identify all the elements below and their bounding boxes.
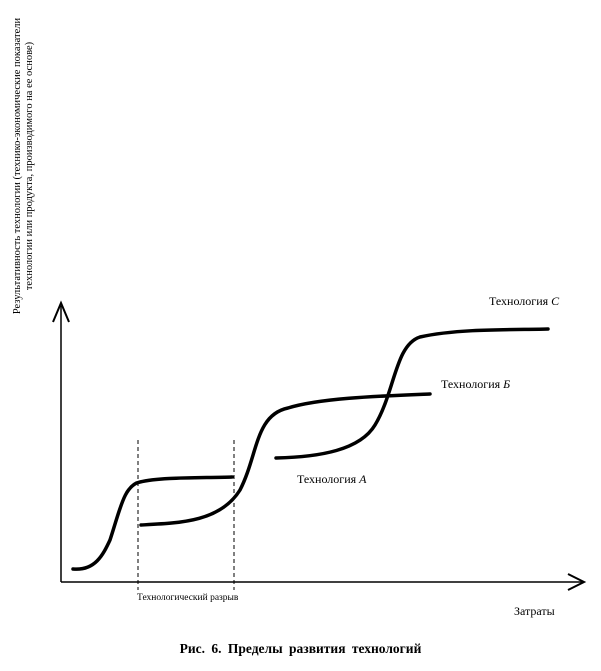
figure-caption: Рис. 6. Пределы развития технологий [179,641,422,656]
y-axis-arrow [52,300,70,323]
technology-b-label: Технология Б [441,377,510,392]
y-axis-label-wrap: Результативность технологии (технико-эко… [12,16,46,316]
technology-c-label-prefix: Технология [489,294,549,308]
technology-b-label-prefix: Технология [441,377,501,391]
technology-a-curve [71,475,234,571]
axes [52,300,587,591]
x-axis-label: Затраты [514,604,555,618]
x-axis-arrow [567,573,587,591]
s-curves [71,327,550,571]
technology-a-label: Технология А [297,472,367,487]
technology-c-label: Технология С [489,294,559,309]
technology-b-curve [139,392,432,527]
technology-a-label-prefix: Технология [297,472,357,486]
technology-a-label-letter: А [359,472,367,486]
technology-c-curve [274,327,550,460]
technological-gap-label: Технологический разрыв [137,593,239,603]
technology-c-label-letter: С [551,294,560,308]
technological-gap-lines [137,440,235,590]
y-axis-label: Результативность технологии (технико-эко… [12,17,35,315]
technology-b-label-letter: Б [503,377,511,391]
